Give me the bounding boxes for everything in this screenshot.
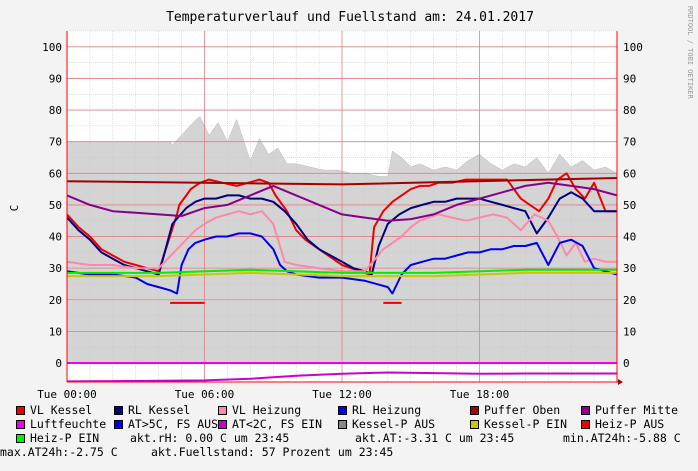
y-tick-label: 90 (49, 72, 62, 85)
y-tick-label-right: 80 (623, 104, 636, 117)
y-tick-label: 60 (49, 167, 62, 180)
series-line (66, 181, 618, 222)
y-tick-label-right: 30 (623, 262, 636, 275)
legend-label: Heiz-P AUS (595, 417, 665, 431)
y-tick-label: 80 (49, 104, 62, 117)
legend-label: Heiz-P EIN (30, 431, 100, 445)
y-tick-label: 20 (49, 294, 62, 307)
legend-swatch (16, 420, 25, 429)
legend-label: Puffer Oben (484, 403, 561, 417)
legend-label: RL Heizung (352, 403, 422, 417)
legend-item: Kessel-P EIN (470, 417, 567, 431)
legend-swatch (581, 420, 590, 429)
series-line (66, 371, 617, 383)
legend-label: VL Kessel (30, 403, 93, 417)
y-tick-label: 10 (49, 325, 62, 338)
plot-area: 0 0 10 10 20 20 30 30 40 40 50 50 60 60 70 70 80 80 90 90 10… (37, 30, 643, 401)
stat-fill-level: akt.Fuellstand: 57 Prozent um 23:45 (151, 445, 394, 459)
stat-max-temp: max.AT24h:-2.75 C (0, 445, 118, 459)
y-tick-label: 0 (55, 357, 62, 370)
legend-swatch (581, 406, 590, 415)
x-tick-label: Tue 12:00 (312, 388, 372, 401)
legend-label: Luftfeuchte (30, 417, 107, 431)
legend-item: Puffer Oben (470, 403, 560, 417)
y-axis-label: C (8, 205, 21, 212)
x-tick-label: Tue 06:00 (175, 388, 235, 401)
stat-min-temp: min.AT24h:-5.88 C (563, 431, 681, 445)
legend-label: Kessel-P EIN (484, 417, 568, 431)
legend-label: AT>5C, FS AUS (128, 417, 219, 431)
legend-item: VL Heizung (218, 403, 301, 417)
legend-item: Heiz-P EIN (16, 431, 99, 445)
legend-item: RL Kessel (114, 403, 190, 417)
y-tick-label-right: 90 (623, 72, 636, 85)
y-tick-label: 50 (49, 199, 62, 212)
legend-label: Kessel-P AUS (352, 417, 436, 431)
legend-swatch (218, 406, 227, 415)
stat-outdoor-temp: akt.AT:-3.31 C um 23:45 (355, 431, 515, 445)
legend-item: AT>5C, FS AUS (114, 417, 218, 431)
legend-label: RL Kessel (128, 403, 191, 417)
y-tick-label-right: 50 (623, 199, 636, 212)
y-tick-label-right: 10 (623, 325, 636, 338)
stat-humidity: akt.rH: 0.00 C um 23:45 (130, 431, 290, 445)
series-line (66, 177, 618, 186)
legend-row: Luftfeuchte AT>5C, FS AUS AT<2C, FS EIN Kes… (16, 417, 696, 431)
y-tick-label-right: 100 (623, 41, 643, 54)
legend-row: VL Kessel RL Kessel VL Heizung RL Heizung Pu… (16, 403, 696, 417)
legend-swatch (16, 406, 25, 415)
y-tick-label-right: 0 (623, 357, 630, 370)
legend-label: AT<2C, FS EIN (232, 417, 323, 431)
legend-row: max.AT24h:-2.75 C akt.Fuellstand: 57 Pro… (0, 445, 696, 459)
legend-item: Kessel-P AUS (338, 417, 435, 431)
chart-title: Temperaturverlauf und Fuellstand am: 24.… (166, 10, 534, 25)
legend-item: Heiz-P AUS (581, 417, 664, 431)
y-tick-label-right: 40 (623, 231, 636, 244)
series-line (66, 210, 617, 273)
legend-item: AT<2C, FS EIN (218, 417, 322, 431)
y-tick-label: 100 (42, 41, 62, 54)
rrdtool-watermark: RRDTOOL / TOBI OETIKER (686, 6, 694, 100)
legend: VL Kessel RL Kessel VL Heizung RL Heizung Pu… (0, 403, 696, 459)
x-tick-label: Tue 00:00 (37, 388, 97, 401)
y-tick-label-right: 70 (623, 136, 636, 149)
y-tick-label-right: 20 (623, 294, 636, 307)
y-tick-label-right: 60 (623, 167, 636, 180)
y-tick-label: 40 (49, 231, 62, 244)
series-line (66, 172, 617, 276)
legend-swatch (470, 406, 479, 415)
legend-swatch (114, 420, 123, 429)
legend-item: Puffer Mitte (581, 403, 678, 417)
legend-item: Luftfeuchte (16, 417, 106, 431)
legend-swatch (470, 420, 479, 429)
legend-swatch (218, 420, 227, 429)
legend-label: Puffer Mitte (595, 403, 679, 417)
legend-swatch (114, 406, 123, 415)
x-tick-label: Tue 18:00 (450, 388, 510, 401)
series-line (67, 268, 617, 274)
legend-label: VL Heizung (232, 403, 302, 417)
y-tick-label: 70 (49, 136, 62, 149)
series-line (66, 232, 618, 295)
legend-item: RL Heizung (338, 403, 421, 417)
legend-row: akt.rH: 0.00 C um 23:45 akt.AT:-3.31 C u… (16, 431, 696, 445)
legend-swatch (16, 434, 25, 443)
series-line (67, 271, 617, 278)
legend-swatch (338, 406, 347, 415)
y-tick-label: 30 (49, 262, 62, 275)
legend-item: VL Kessel (16, 403, 92, 417)
legend-swatch (338, 420, 347, 429)
x-axis-arrow-icon (618, 379, 623, 385)
